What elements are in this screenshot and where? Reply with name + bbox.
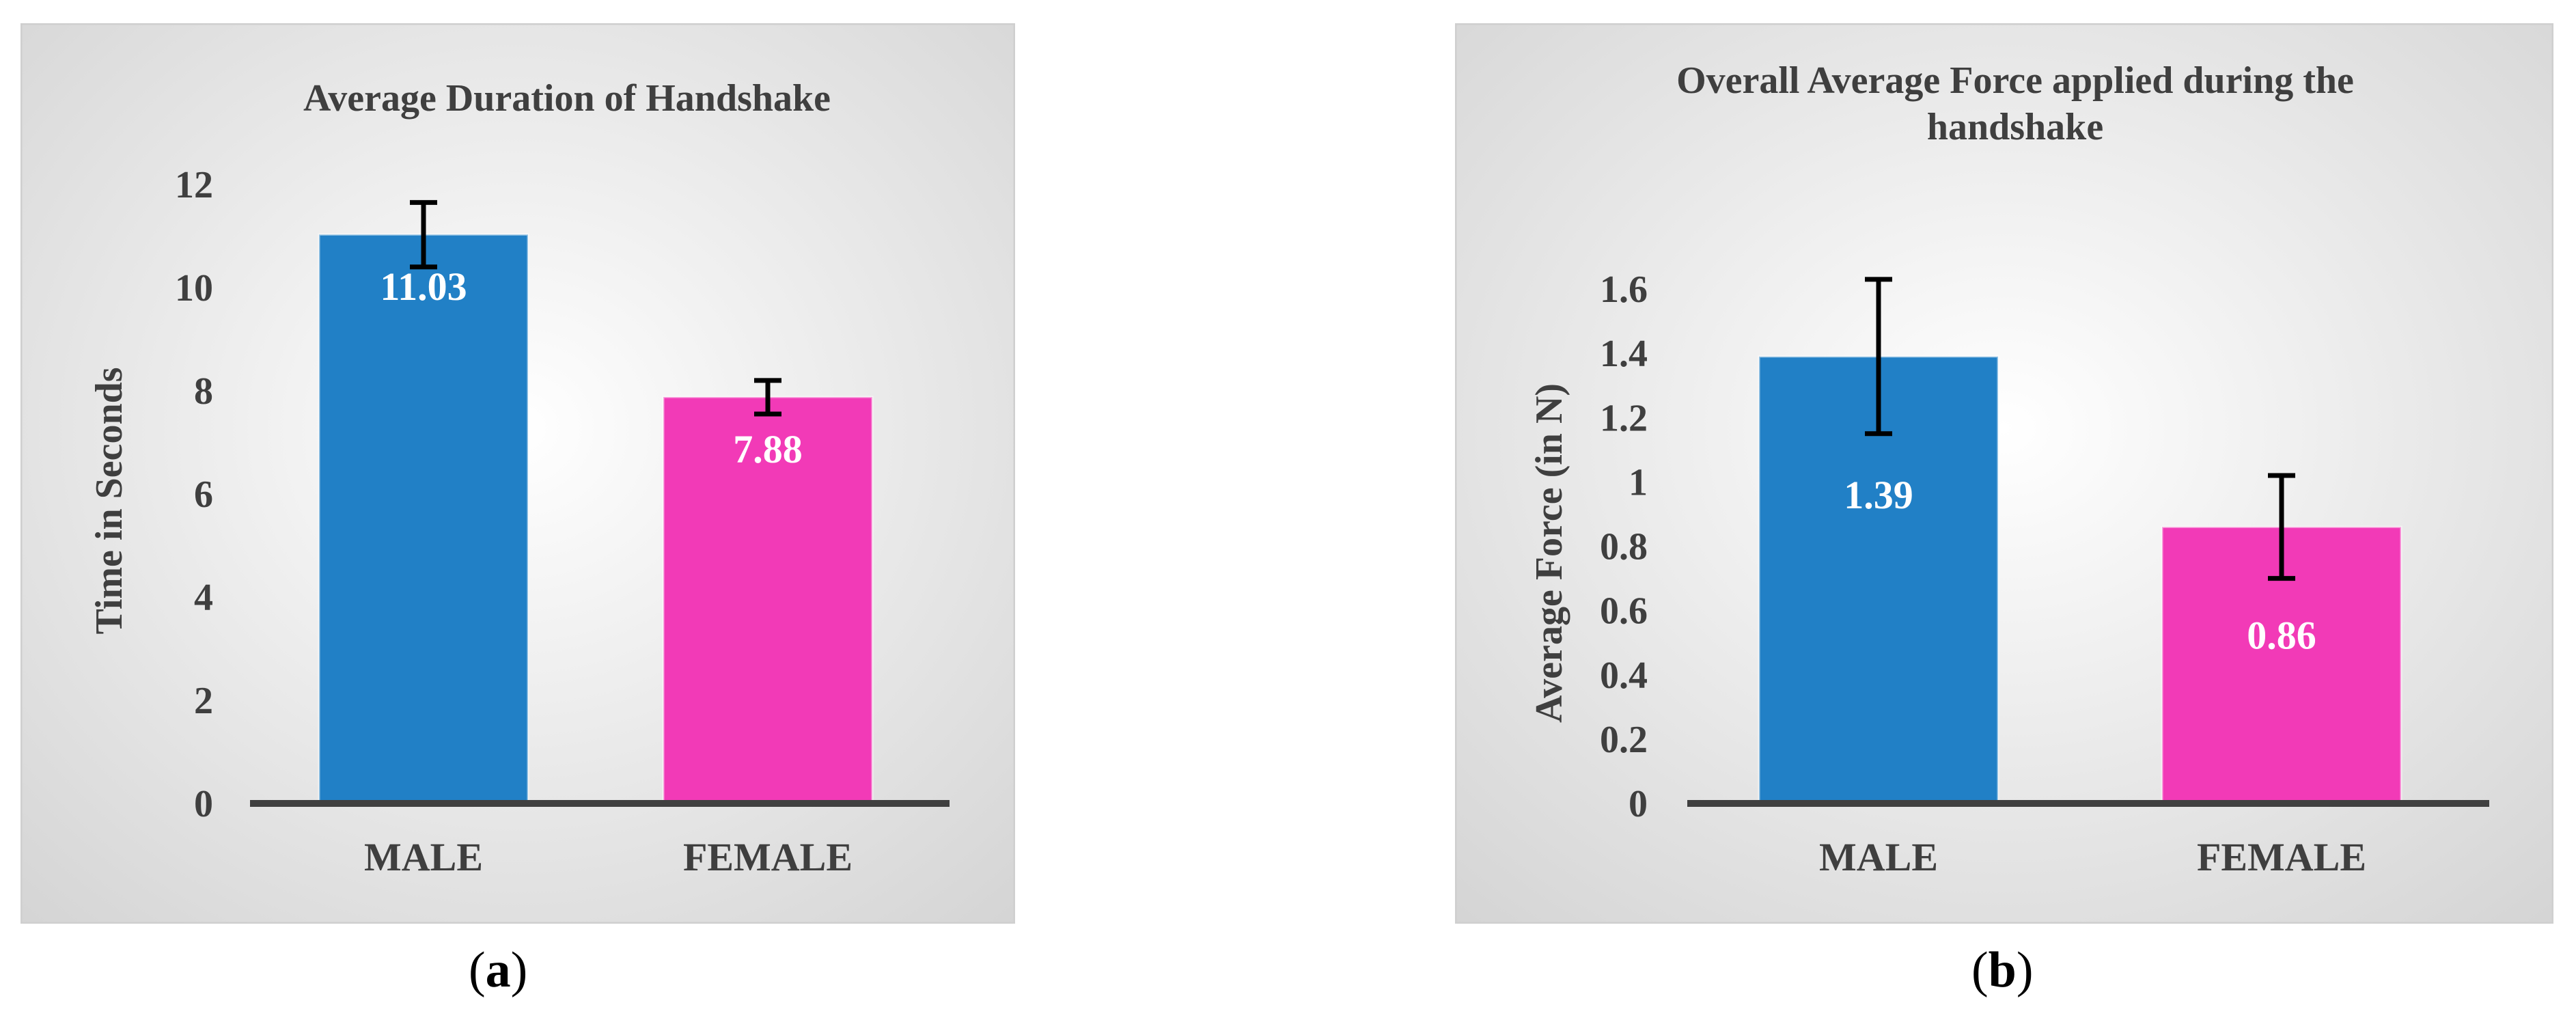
y-tick-label: 0	[194, 783, 213, 825]
caption-a-letter: a	[485, 942, 511, 998]
y-tick-label: 0.2	[1600, 719, 1648, 761]
y-tick-label: 10	[175, 267, 213, 309]
chart-svg-b: Overall Average Force applied during the…	[1455, 23, 2553, 924]
chart-title-line: handshake	[1927, 106, 2103, 148]
y-tick-label: 0.6	[1600, 590, 1648, 633]
y-tick-label: 0.4	[1600, 654, 1648, 697]
chart-svg-a: Average Duration of Handshake 0 2 4 6 8 10 12 Ti…	[20, 23, 1015, 924]
y-tick-label: 2	[194, 680, 213, 722]
bar-male	[318, 233, 529, 805]
y-tick-label: 6	[194, 473, 213, 516]
x-tick-label-female: FEMALE	[2197, 835, 2366, 879]
caption-b-letter: b	[1988, 942, 2017, 998]
data-label-female: 7.88	[733, 427, 803, 471]
y-axis-title: Average Force (in N)	[1528, 383, 1570, 723]
error-bar-male	[410, 199, 437, 270]
y-axis-title: Time in Seconds	[88, 367, 130, 634]
chart-title-line: Average Duration of Handshake	[303, 77, 831, 120]
y-tick-label: 12	[175, 164, 213, 206]
y-tick-label: 4	[194, 577, 213, 619]
y-tick-label: 0	[1629, 783, 1648, 825]
error-bar-male	[1865, 277, 1892, 437]
caption-a: (a)	[469, 942, 528, 998]
y-tick-label: 1.6	[1600, 268, 1648, 311]
x-tick-label-male: MALE	[1819, 835, 1938, 879]
x-tick-label-male: MALE	[364, 835, 483, 879]
chart-title-line: Overall Average Force applied during the	[1676, 59, 2354, 102]
y-tick-label: 1.4	[1600, 333, 1648, 375]
error-bar-female	[2268, 473, 2295, 581]
error-bar-female	[754, 378, 781, 417]
y-tick-label: 1.2	[1600, 397, 1648, 439]
y-tick-label: 1	[1629, 461, 1648, 504]
chart-panel-b: Overall Average Force applied during the…	[1455, 23, 2553, 924]
data-label-male: 1.39	[1844, 473, 1913, 517]
chart-panel-a: Average Duration of Handshake 0 2 4 6 8 10 12 Ti…	[20, 23, 1015, 924]
y-tick-label: 0.8	[1600, 526, 1648, 568]
x-tick-label-female: FEMALE	[683, 835, 853, 879]
y-tick-label: 8	[194, 370, 213, 413]
data-label-male: 11.03	[380, 264, 467, 309]
data-label-female: 0.86	[2247, 613, 2316, 657]
bar-female	[662, 396, 874, 805]
caption-b: (b)	[1971, 942, 2034, 998]
